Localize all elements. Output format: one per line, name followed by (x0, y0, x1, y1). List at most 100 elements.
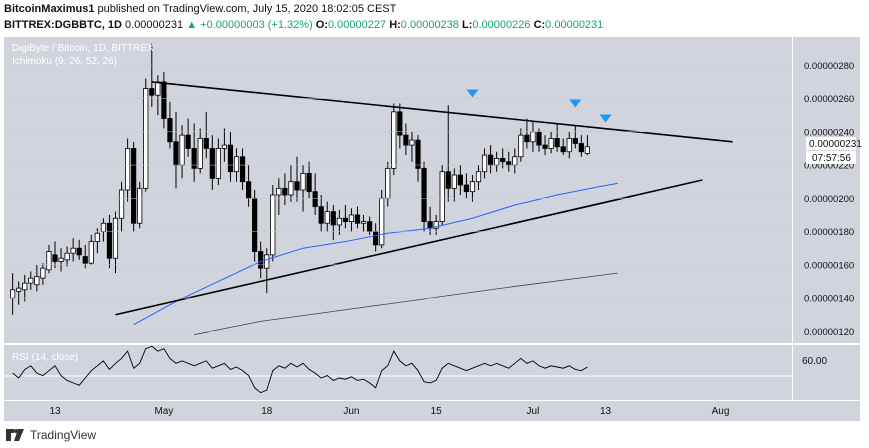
author-name[interactable]: BitcoinMaximus1 (4, 3, 95, 15)
candle-body[interactable] (403, 134, 409, 146)
candle-body[interactable] (125, 148, 131, 191)
candle-body[interactable] (185, 134, 191, 149)
candle-body[interactable] (88, 241, 94, 264)
candle-body[interactable] (324, 211, 330, 224)
candle-body[interactable] (270, 194, 276, 256)
candle-body[interactable] (252, 197, 258, 252)
candle-body[interactable] (366, 221, 373, 232)
candle-body[interactable] (22, 282, 28, 291)
down-arrow-marker-icon[interactable] (569, 99, 582, 108)
candle-body[interactable] (221, 144, 227, 149)
candle-body[interactable] (197, 138, 203, 169)
candle-body[interactable] (385, 167, 391, 199)
candle-body[interactable] (360, 221, 367, 224)
candle-body[interactable] (282, 187, 288, 196)
candle-body[interactable] (143, 88, 149, 189)
candle-body[interactable] (28, 277, 34, 284)
candle-body[interactable] (209, 148, 215, 179)
candle-body[interactable] (397, 111, 403, 136)
candle-body[interactable] (34, 276, 40, 286)
rsi-pane[interactable] (4, 345, 792, 400)
candle-body[interactable] (10, 289, 16, 299)
candle-body[interactable] (336, 217, 342, 226)
candle-body[interactable] (227, 144, 234, 173)
candle-body[interactable] (487, 154, 494, 166)
down-arrow-marker-icon[interactable] (466, 89, 479, 98)
candle-body[interactable] (373, 231, 379, 246)
candle-body[interactable] (512, 156, 518, 166)
candle-body[interactable] (554, 138, 560, 148)
candle-body[interactable] (112, 217, 119, 259)
candle-body[interactable] (536, 131, 542, 146)
candle-body[interactable] (82, 256, 88, 264)
candle-body[interactable] (239, 156, 246, 183)
candle-body[interactable] (94, 232, 100, 242)
candle-body[interactable] (542, 144, 548, 149)
candle-body[interactable] (258, 251, 264, 269)
candle-body[interactable] (342, 217, 349, 222)
candle-body[interactable] (294, 181, 300, 191)
candle-body[interactable] (391, 111, 397, 169)
candle-body[interactable] (457, 174, 463, 186)
candle-body[interactable] (548, 138, 554, 149)
candle-body[interactable] (439, 171, 445, 222)
candle-body[interactable] (306, 172, 312, 193)
candle-body[interactable] (330, 211, 336, 226)
candle-body[interactable] (572, 138, 578, 144)
candle-body[interactable] (578, 143, 584, 153)
candle-body[interactable] (445, 171, 451, 189)
candle-body[interactable] (149, 88, 155, 96)
candle-body[interactable] (379, 197, 385, 246)
candle-body[interactable] (137, 187, 143, 224)
candle-body[interactable] (46, 251, 52, 271)
price-axis[interactable] (793, 37, 860, 343)
candle-body[interactable] (76, 247, 82, 256)
candle-body[interactable] (155, 81, 161, 96)
candle-body[interactable] (463, 184, 470, 193)
candle-body[interactable] (584, 146, 591, 154)
candle-body[interactable] (64, 252, 70, 261)
candle-body[interactable] (409, 139, 415, 146)
candle-body[interactable] (348, 214, 355, 222)
candle-body[interactable] (191, 148, 197, 169)
candle-body[interactable] (433, 221, 439, 229)
time-axis[interactable] (4, 401, 860, 421)
candle-body[interactable] (215, 148, 221, 179)
candle-body[interactable] (173, 141, 179, 166)
candle-body[interactable] (264, 254, 270, 269)
candle-body[interactable] (167, 118, 173, 143)
candle-body[interactable] (518, 134, 524, 158)
candle-body[interactable] (451, 174, 457, 189)
candle-body[interactable] (40, 267, 46, 279)
candle-body[interactable] (524, 134, 530, 143)
candle-body[interactable] (161, 81, 167, 119)
candle-body[interactable] (427, 221, 433, 229)
candle-body[interactable] (530, 131, 536, 143)
candle-body[interactable] (566, 138, 572, 153)
candle-body[interactable] (415, 139, 421, 169)
candle-body[interactable] (131, 148, 137, 224)
candle-body[interactable] (276, 187, 282, 196)
candle-body[interactable] (100, 222, 106, 232)
candle-body[interactable] (179, 134, 185, 166)
candle-body[interactable] (203, 138, 209, 149)
candle-body[interactable] (506, 161, 512, 166)
candle-body[interactable] (312, 191, 318, 208)
candle-body[interactable] (118, 189, 125, 219)
candle-body[interactable] (421, 167, 427, 222)
candle-body[interactable] (52, 254, 58, 262)
candle-body[interactable] (245, 181, 252, 199)
trendline[interactable] (115, 179, 703, 316)
candle-body[interactable] (106, 222, 113, 259)
candle-body[interactable] (300, 172, 306, 191)
candle-body[interactable] (70, 247, 76, 254)
candle-body[interactable] (475, 171, 482, 183)
candle-body[interactable] (318, 206, 324, 224)
rsi-axis[interactable] (793, 345, 860, 400)
down-arrow-marker-icon[interactable] (599, 114, 612, 123)
candle-body[interactable] (58, 257, 64, 262)
candle-body[interactable] (16, 287, 22, 292)
candle-body[interactable] (469, 181, 476, 193)
candle-body[interactable] (560, 146, 566, 153)
candle-body[interactable] (481, 154, 488, 173)
